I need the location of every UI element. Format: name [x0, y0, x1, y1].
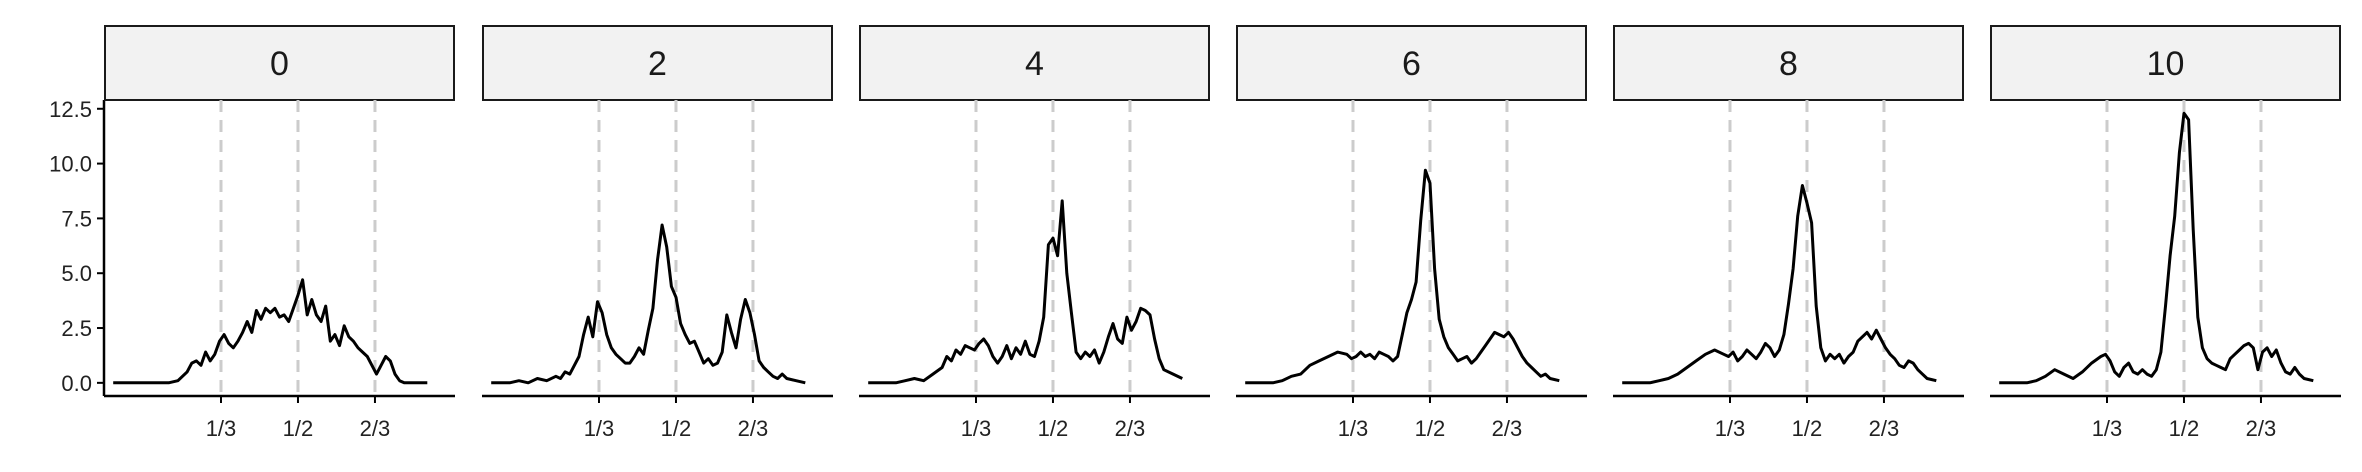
- y-tick-label: 5.0: [61, 261, 92, 286]
- facet-strip: [1236, 25, 1587, 101]
- facet-panel-4: 4 1/3 1/2 2/3: [859, 25, 1210, 441]
- x-tick-label: 2/3: [1115, 416, 1146, 441]
- x-tick-label: 1/3: [1338, 416, 1369, 441]
- x-tick-label: 2/3: [1869, 416, 1900, 441]
- facet-strip-label: 0: [270, 45, 289, 83]
- facet-panel-0: 0 1/3 1/2 2/3: [104, 25, 455, 441]
- x-tick-label: 2/3: [2246, 416, 2277, 441]
- y-axis: 0.0 2.5 5.0 7.5 10.0 12.5: [49, 97, 106, 396]
- facet-strip-label: 2: [648, 45, 667, 83]
- x-tick-label: 1/3: [584, 416, 615, 441]
- density-line: [491, 223, 806, 385]
- facet-panel-6: 6 1/3 1/2 2/3: [1236, 25, 1587, 441]
- x-tick-label: 1/2: [2169, 416, 2200, 441]
- x-tick-label: 2/3: [738, 416, 769, 441]
- facet-strip-label: 4: [1025, 45, 1044, 83]
- facet-panel-8: 8 1/3 1/2 2/3: [1613, 25, 1964, 441]
- facet-strip: [859, 25, 1210, 101]
- y-tick-label: 7.5: [61, 206, 92, 231]
- density-line: [113, 278, 428, 385]
- facet-panel-2: 2 1/3 1/2 2/3: [482, 25, 833, 441]
- facet-strip: [482, 25, 833, 101]
- facet-panels: 0 1/3 1/2 2/3 2 1/3 1/2 2/3 4 1/3 1/2 2/3 6 1/3 1/2 2/3…: [104, 25, 2341, 441]
- density-line: [1622, 184, 1937, 385]
- x-tick-label: 2/3: [1492, 416, 1523, 441]
- y-tick-label: 0.0: [61, 371, 92, 396]
- x-tick-label: 1/2: [1038, 416, 1069, 441]
- y-tick-label: 10.0: [49, 152, 92, 177]
- facet-strip-label: 6: [1402, 45, 1421, 83]
- y-tick-label: 2.5: [61, 316, 92, 341]
- facet-panel-10: 10 1/3 1/2 2/3: [1990, 25, 2341, 441]
- y-tick-label: 12.5: [49, 97, 92, 122]
- x-tick-label: 1/3: [2092, 416, 2123, 441]
- facet-strip: [1990, 25, 2341, 101]
- x-tick-label: 1/2: [661, 416, 692, 441]
- x-tick-label: 2/3: [360, 416, 391, 441]
- facet-strip-label: 10: [2147, 45, 2185, 83]
- facet-strip-label: 8: [1779, 45, 1798, 83]
- x-tick-label: 1/3: [961, 416, 992, 441]
- x-tick-label: 1/2: [1792, 416, 1823, 441]
- facet-strip: [104, 25, 455, 101]
- x-tick-label: 1/3: [206, 416, 237, 441]
- density-line: [1999, 111, 2314, 385]
- x-tick-label: 1/2: [1415, 416, 1446, 441]
- density-line: [1245, 168, 1560, 385]
- x-tick-label: 1/3: [1715, 416, 1746, 441]
- density-line: [868, 199, 1183, 385]
- x-tick-label: 1/2: [283, 416, 314, 441]
- facet-strip: [1613, 25, 1964, 101]
